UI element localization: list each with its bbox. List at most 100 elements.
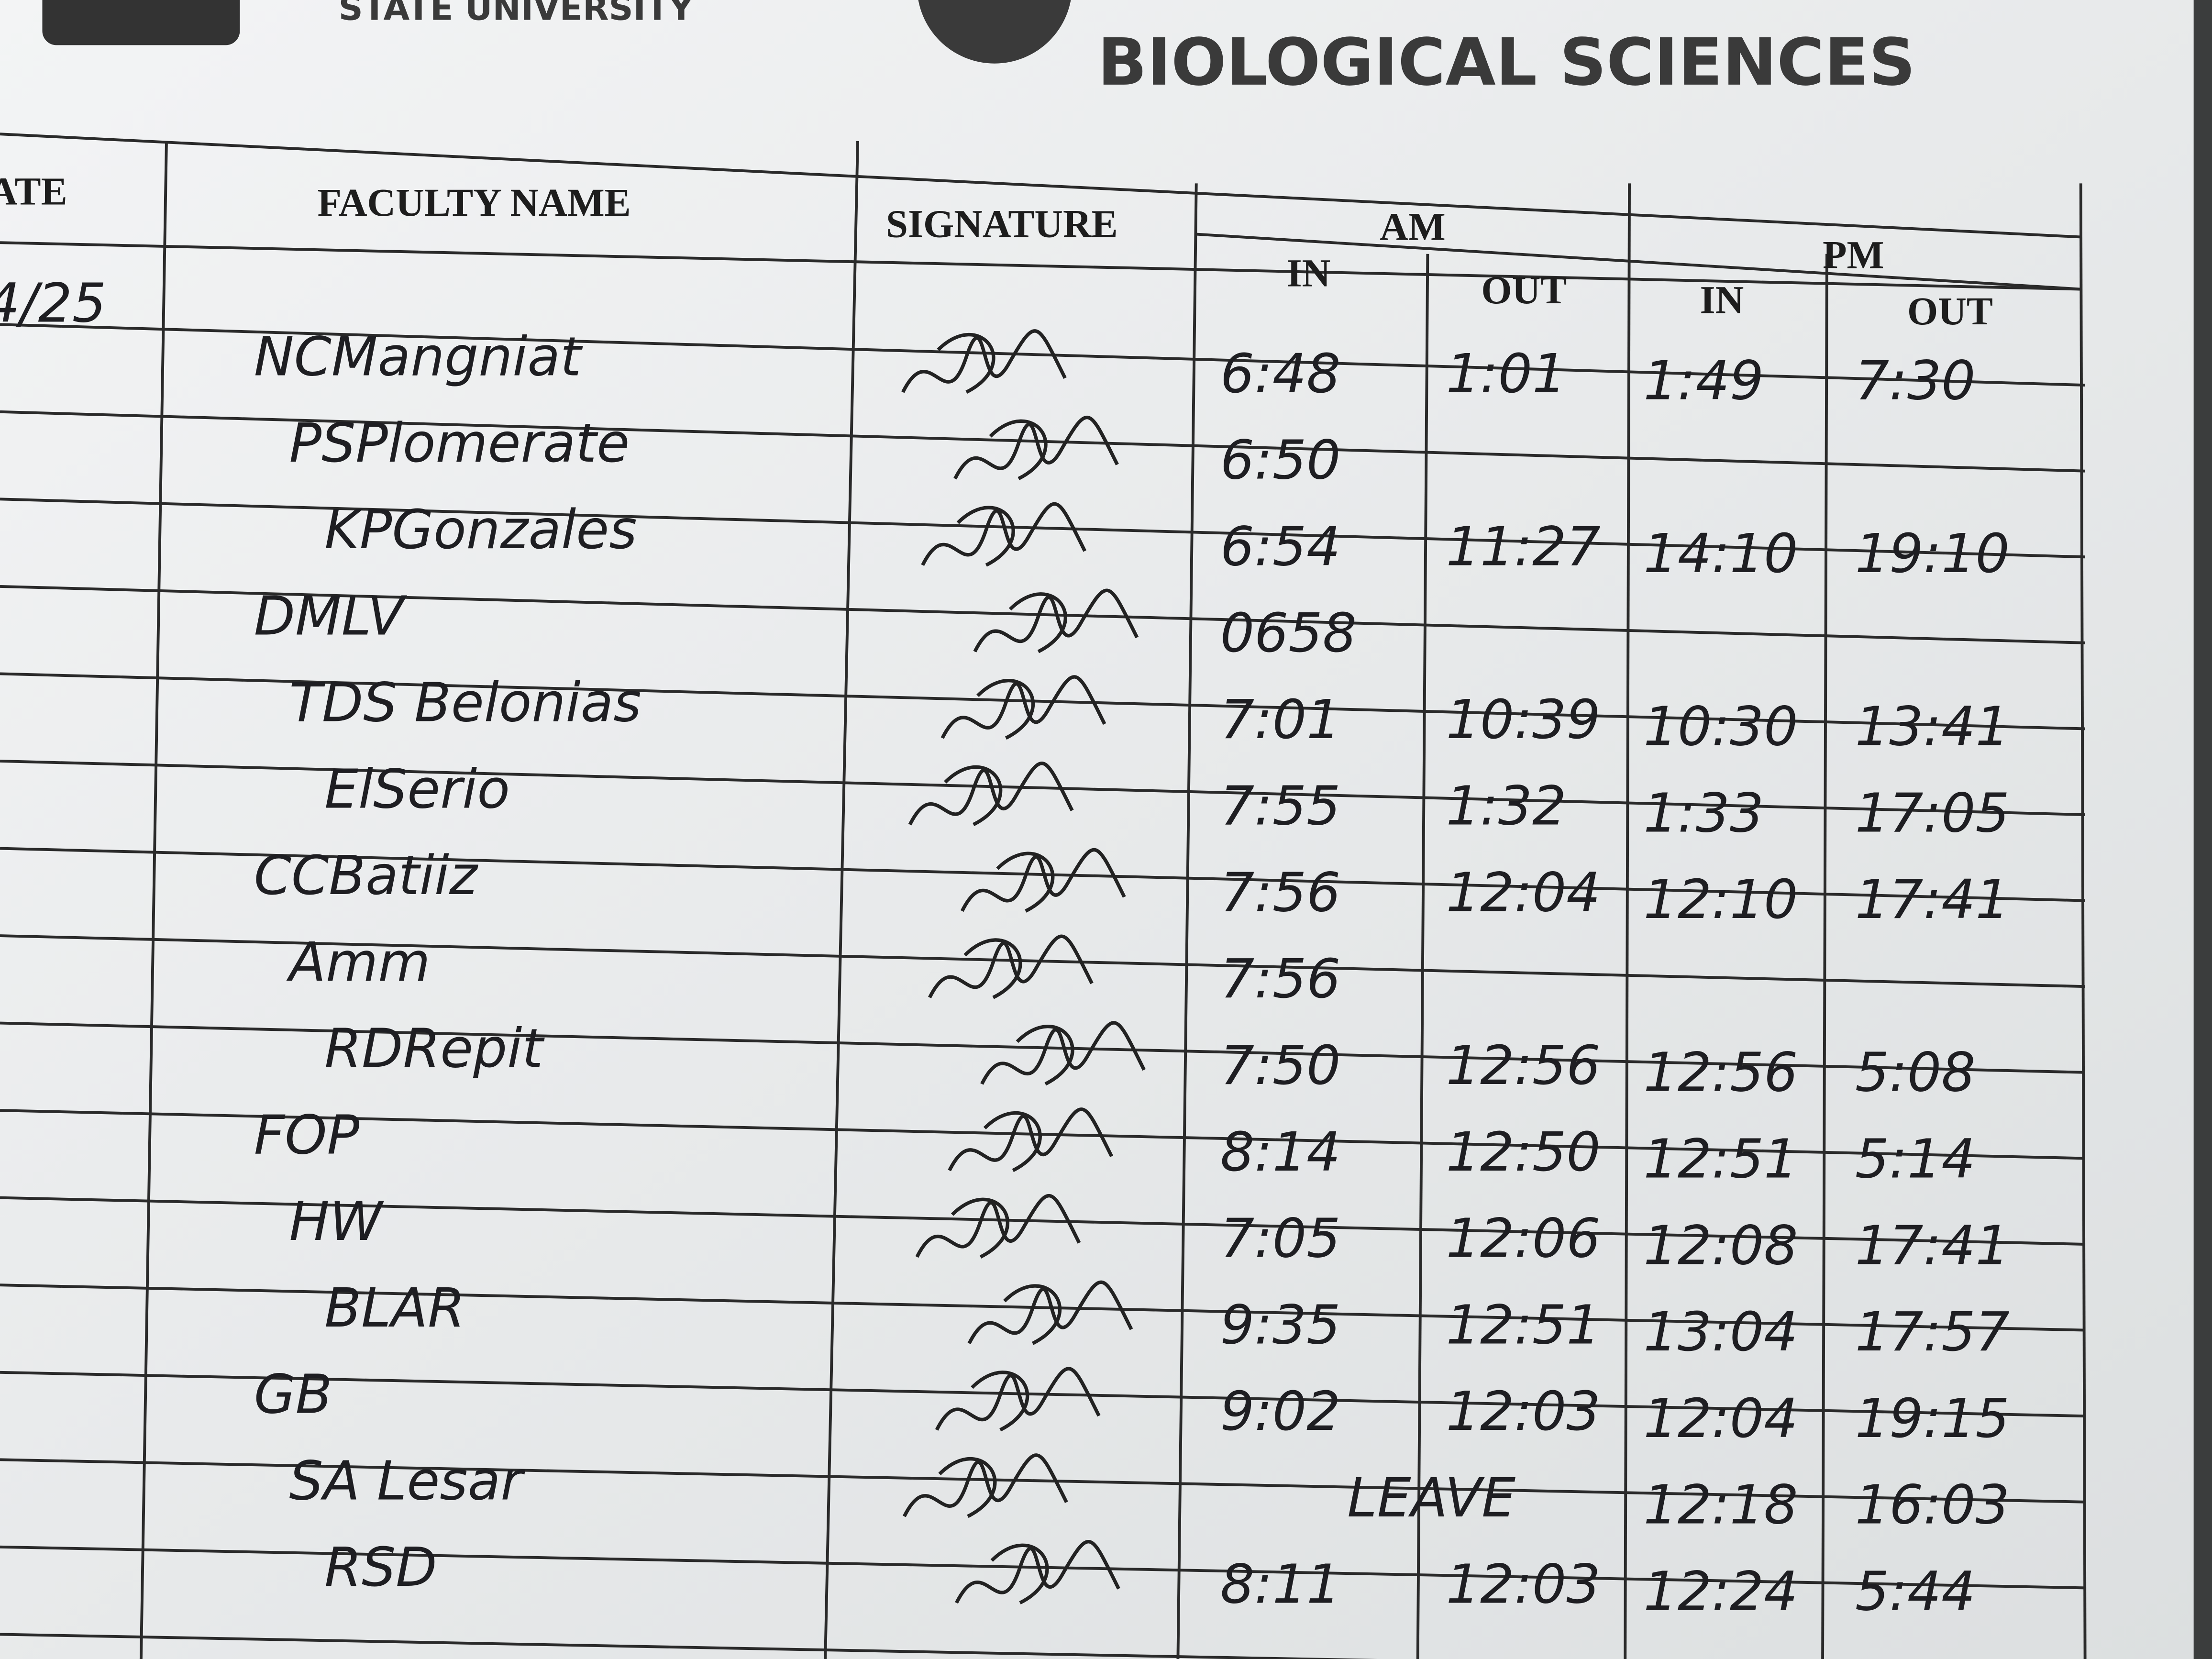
time-entry: 17:05 (1855, 782, 2010, 844)
row-rule (0, 760, 2085, 816)
time-entry: 11:27 (1446, 516, 1601, 578)
university-name: STATE UNIVERSITY (339, 0, 694, 28)
time-entry: 13:41 (1855, 696, 2010, 758)
department-name: BIOLOGICAL SCIENCES (1097, 24, 1915, 100)
time-entry: 1:32 (1446, 775, 1567, 838)
signature (953, 416, 1119, 480)
row-rule (0, 1109, 2085, 1160)
column-rule (1624, 183, 1631, 1659)
faculty-name: GB (254, 1364, 332, 1426)
faculty-name: RDRepit (324, 1018, 545, 1080)
column-header: OUT (1481, 268, 1567, 312)
signature (960, 848, 1126, 913)
signature (948, 1107, 1114, 1172)
note: LEAVE (1347, 1467, 1515, 1529)
faculty-name: ElSerio (324, 758, 510, 820)
faculty-name: NCMangniat (254, 326, 583, 388)
time-entry: 7:50 (1220, 1035, 1341, 1097)
row-rule (0, 1196, 2085, 1246)
faculty-name: CCBatiiz (254, 845, 478, 907)
faculty-name: KPGonzales (324, 499, 637, 561)
time-entry: 17:41 (1855, 869, 2010, 931)
column-rule (2079, 183, 2087, 1659)
time-entry: 14:10 (1644, 523, 1798, 585)
column-header: PM (1823, 232, 1884, 276)
row-rule (0, 585, 2085, 644)
signature (935, 1367, 1101, 1432)
time-entry: 12:56 (1644, 1042, 1798, 1104)
time-entry: 7:05 (1220, 1208, 1341, 1270)
date: 4/25 (0, 272, 106, 334)
row-rule (0, 323, 2085, 387)
time-entry: 1:33 (1644, 782, 1764, 844)
time-entry: 10:39 (1446, 689, 1601, 751)
time-entry: 12:56 (1446, 1035, 1601, 1097)
faculty-name: SA Lesar (289, 1450, 526, 1512)
time-entry: 12:04 (1644, 1388, 1798, 1450)
signature (967, 1280, 1133, 1345)
time-entry: 1:01 (1446, 343, 1567, 405)
time-entry: 5:44 (1855, 1560, 1976, 1623)
time-entry: 12:03 (1446, 1381, 1601, 1443)
row-rule (0, 672, 2085, 730)
signature (928, 934, 1094, 999)
column-rule (824, 141, 859, 1659)
row-rule (0, 498, 2085, 559)
time-entry: 16:03 (1855, 1474, 2010, 1537)
time-entry: 6:54 (1220, 516, 1341, 578)
signature (908, 762, 1074, 826)
column-header: FACULTY NAME (318, 180, 631, 224)
column-header: IN (1286, 251, 1330, 295)
time-entry: 13:04 (1644, 1301, 1798, 1363)
time-entry: 7:55 (1220, 775, 1341, 838)
row-rule (0, 1371, 2085, 1418)
signature (955, 1540, 1120, 1604)
column-header: SIGNATURE (886, 201, 1118, 245)
signature (940, 675, 1106, 740)
time-entry: 8:14 (1220, 1121, 1341, 1183)
signature (973, 588, 1139, 653)
column-header: IN (1700, 278, 1744, 322)
row-rule (0, 934, 2085, 988)
time-entry: 12:51 (1644, 1128, 1798, 1191)
time-entry: 7:56 (1220, 948, 1341, 1010)
time-entry: 12:10 (1644, 869, 1798, 931)
column-rule (1176, 183, 1198, 1659)
background-edge (2193, 0, 2212, 1659)
signature (901, 329, 1067, 394)
time-entry: 9:35 (1220, 1294, 1341, 1356)
column-rule (139, 141, 168, 1659)
time-entry: 6:50 (1220, 430, 1341, 492)
faculty-name: RSD (324, 1537, 437, 1599)
column-rule (1821, 254, 1828, 1659)
time-entry: 12:24 (1644, 1560, 1798, 1623)
time-entry: 1:49 (1644, 350, 1764, 412)
signature (903, 1453, 1068, 1518)
time-entry: 7:30 (1855, 350, 1976, 412)
column-header: OUT (1907, 289, 1993, 333)
faculty-name: DMLV (254, 586, 408, 648)
table-grid (0, 133, 2087, 1659)
time-entry: 12:51 (1446, 1294, 1601, 1356)
time-entry: 8:11 (1220, 1554, 1341, 1616)
row-rule (0, 410, 2085, 473)
signature (915, 1194, 1081, 1259)
logo (42, 0, 240, 45)
faculty-name: Amm (287, 931, 431, 994)
time-entry: 5:14 (1855, 1128, 1976, 1191)
time-entry: 12:50 (1446, 1121, 1601, 1183)
time-entry: 12:18 (1644, 1474, 1798, 1537)
time-entry: 12:04 (1446, 862, 1601, 924)
faculty-name: FOP (254, 1104, 360, 1166)
faculty-name: TDS Belonias (289, 672, 641, 734)
column-header: DATE (0, 169, 67, 213)
time-entry: 10:30 (1644, 696, 1798, 758)
signature (921, 502, 1087, 567)
time-entry: 12:08 (1644, 1215, 1798, 1277)
row-rule (0, 1283, 2085, 1332)
column-rule (1416, 254, 1429, 1659)
time-entry: 19:10 (1855, 523, 2010, 585)
time-entry: 6:48 (1220, 343, 1341, 405)
